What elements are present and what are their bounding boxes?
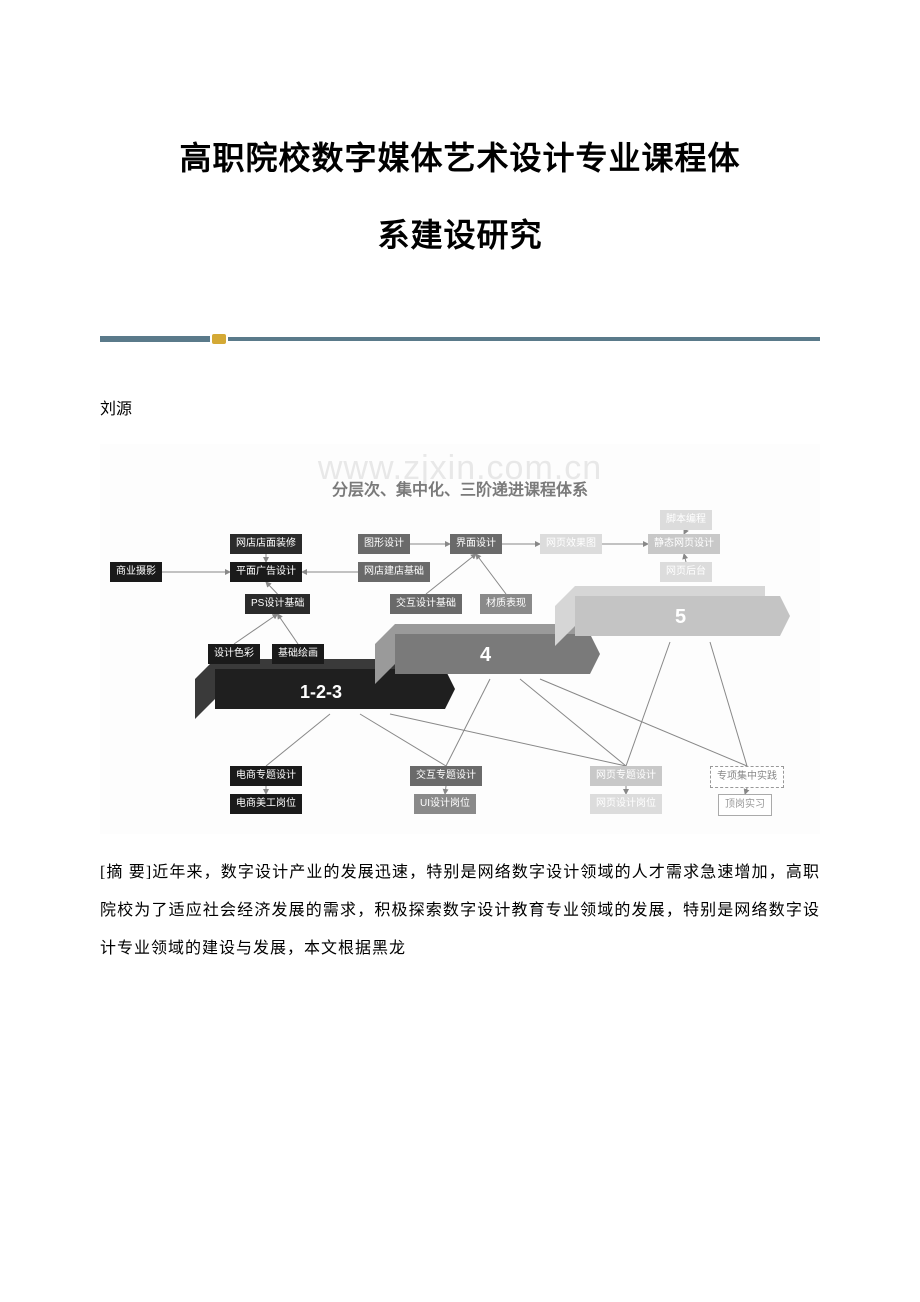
node-n-pingmian: 平面广告设计 [230,562,302,582]
node-n-jiaohu: 交互设计基础 [390,594,462,614]
title-line-1: 高职院校数字媒体艺术设计专业课程体 [100,120,820,197]
node-n-ds-zhuanti: 电商专题设计 [230,766,302,786]
node-n-jh-zhuanti: 交互专题设计 [410,766,482,786]
node-n-wangdian: 网店店面装修 [230,534,302,554]
ribbon-label-3: 5 [675,606,686,629]
ribbon-label-1: 1-2-3 [300,682,342,703]
curriculum-diagram: www.zjxin.com.cn 分层次、集中化、三阶递进课程体系 1-2-3 … [100,444,820,834]
node-n-shijian: 专项集中实践 [710,766,784,788]
abstract-text: [摘 要]近年来，数字设计产业的发展迅速，特别是网络数字设计领域的人才需求急速增… [100,854,820,969]
node-n-jiemian: 界面设计 [450,534,502,554]
divider-right [228,337,820,341]
node-n-ui-gangwei: UI设计岗位 [414,794,476,814]
diagram-title: 分层次、集中化、三阶递进课程体系 [332,476,588,500]
node-n-hougou: 网页后台 [660,562,712,582]
node-n-huihua: 基础绘画 [272,644,324,664]
node-n-wy-zhuanti: 网页专题设计 [590,766,662,786]
node-n-tuxing: 图形设计 [358,534,410,554]
node-n-jingtai: 静态网页设计 [648,534,720,554]
section-divider [100,334,820,344]
ribbon-label-2: 4 [480,644,491,667]
node-n-shixi: 顶岗实习 [718,794,772,816]
node-n-secai: 设计色彩 [208,644,260,664]
node-n-caizhi: 材质表现 [480,594,532,614]
node-n-ds-gangwei: 电商美工岗位 [230,794,302,814]
divider-marker [212,334,226,344]
node-n-xiaoguo: 网页效果图 [540,534,602,554]
node-n-wy-gangwei: 网页设计岗位 [590,794,662,814]
title-line-2: 系建设研究 [100,197,820,274]
node-n-jiandian: 网店建店基础 [358,562,430,582]
divider-left [100,336,210,342]
node-n-ps: PS设计基础 [245,594,310,614]
node-n-shangye: 商业摄影 [110,562,162,582]
node-n-jiaoben: 脚本编程 [660,510,712,530]
author-name: 刘源 [100,394,820,426]
